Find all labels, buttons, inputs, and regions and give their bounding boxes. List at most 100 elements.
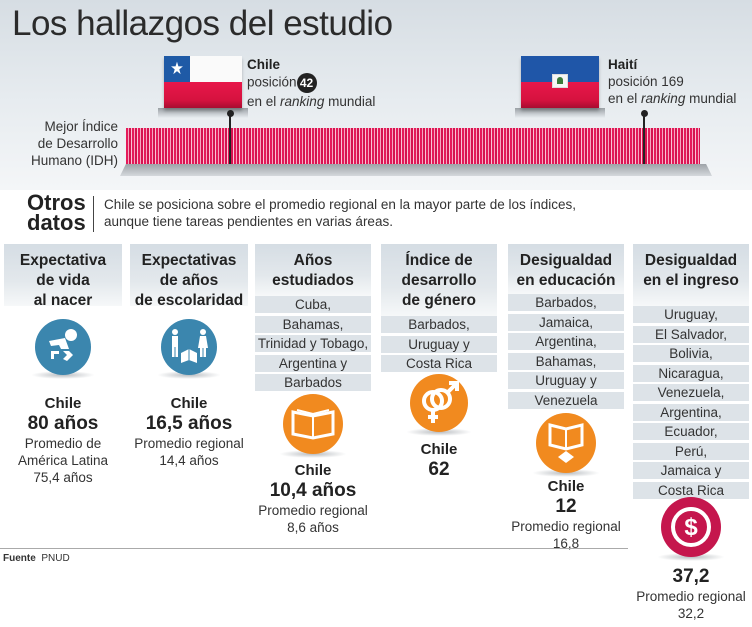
source-value: PNUD [41,553,70,564]
indicator-column: Expectativas de años de escolaridad [130,244,248,309]
country-list-item: Bahamas, [255,315,371,334]
country-list-item: Venezuela, [633,384,749,402]
dollar-coin-icon: $ [661,497,721,557]
country-list-item: Argentina, [633,403,749,422]
otros-text-line: Chile se posiciona sobre el promedio reg… [104,197,577,212]
idh-label-line: de Desarrollo [37,136,118,151]
country-list-item: Argentina, [508,333,624,351]
top-countries-list: Barbados, Uruguay y Costa Rica [381,316,497,373]
otros-description: Chile se posiciona sobre el promedio reg… [104,196,576,230]
indicator-column: Desigualdad en educación Barbados, Jamaica,… [508,244,624,411]
indicator-column: Años estudiados Cuba, Bahamas, Trinidad y To… [255,244,371,394]
flag-shadow [158,108,248,118]
country-list-item: Uruguay y [508,372,624,390]
flag-shadow [515,108,605,118]
page-title: Los hallazgos del estudio [12,4,393,43]
column-header-line: estudiados [272,272,354,289]
country-list-item: El Salvador, [633,325,749,344]
regional-average-line: Promedio regional [636,589,746,604]
chile-stat: Chile 16,5 años Promedio regional 14,4 años [124,395,254,469]
column-header-line: Expectativas [141,252,237,269]
country-list-item: Costa Rica [381,355,497,373]
icon-shadow [657,553,725,561]
country-list-item: Nicaragua, [633,364,749,383]
chile-label: Chile [170,395,208,412]
regional-average-line: Promedio regional [511,519,621,534]
bottom-divider [0,548,628,549]
idh-label-line: Mejor Índice [44,119,118,134]
icon-shadow [279,450,347,458]
column-header-line: en educación [516,272,616,289]
chile-position-badge: 42 [296,73,317,93]
country-list-item: Cuba, [255,296,371,314]
regional-average-line: América Latina [17,453,109,468]
column-header: Desigualdad en el ingreso [633,244,749,306]
column-header: Índice de desarrollo de género [381,244,497,316]
country-list-item: Jamaica, [508,313,624,332]
chile-line3-italic: ranking [280,94,325,109]
otros-text-line: aunque tiene tareas pendientes en varias… [104,214,393,229]
column-header-line: de vida [36,272,90,289]
chile-marker-dot [226,110,234,117]
haiti-marker-line [642,114,645,164]
haiti-marker-dot [640,110,648,117]
regional-average-line: 75,4 años [33,470,93,485]
gender-symbols-icon [410,374,468,432]
svg-text:$: $ [684,514,698,541]
top-countries-list: Barbados, Jamaica, Argentina, Bahamas, Urugu… [508,294,624,410]
haiti-name: Haití [608,57,638,72]
haiti-line3-italic: ranking [641,91,686,106]
chile-value: 62 [428,459,450,480]
column-header-line: de escolaridad [134,292,244,309]
country-list-item: Argentina y [255,354,371,373]
chile-value: 16,5 años [145,413,233,434]
regional-average-line: Promedio regional [134,436,244,451]
chile-stat: Chile 12 Promedio regional 16,8 [502,478,630,552]
otros-datos-title: Otros datos [27,192,86,235]
column-header-line: Índice de [405,252,473,269]
chile-label: Chile [44,395,82,412]
chile-flag-icon: ★ [164,56,242,108]
column-header-line: al nacer [33,292,93,309]
indicator-column: Desigualdad en el ingreso Uruguay, El Salva… [633,244,749,501]
indicator-column: Expectativa de vida al nacer [4,244,122,309]
idh-ranking-bar [126,128,700,164]
chile-value: 37,2 [672,566,710,587]
chile-value: 80 años [27,413,99,434]
icon-shadow [31,371,95,379]
chile-position-prefix: posición [247,74,297,90]
otros-divider [93,196,94,232]
chile-value: 10,4 años [269,480,357,501]
column-header: Expectativa de vida al nacer [4,244,122,309]
open-book-icon [283,394,343,454]
regional-average-line: Promedio regional [258,503,368,518]
country-list-item: Barbados [255,374,371,392]
country-list-item: Bahamas, [508,352,624,371]
haiti-flag-icon [521,56,599,108]
chile-label: Chile [547,478,585,495]
column-header-line: de años [159,272,219,289]
chile-name: Chile [247,57,281,72]
column-header: Expectativas de años de escolaridad [130,244,248,309]
chile-label: Chile [420,441,458,458]
idh-label: Mejor Índice de Desarrollo Humano (IDH) [20,118,118,169]
column-header-line: Expectativa [19,252,107,269]
idh-bar-shadow [120,164,712,176]
country-list-item: Uruguay y [381,335,497,354]
chile-value: 12 [555,496,577,517]
country-list-item: Jamaica y [633,462,749,480]
haiti-position: posición 169 [608,74,684,89]
country-list-item: Perú, [633,442,749,461]
otros-title-line: datos [27,210,86,235]
top-countries-list: Uruguay, El Salvador, Bolivia, Nicaragua, Ve… [633,306,749,500]
country-list-item: Trinidad y Tobago, [255,335,371,353]
regional-average-line: 16,8 [552,536,580,551]
column-header-line: en el ingreso [643,272,739,289]
icon-shadow [157,371,221,379]
country-list-item: Venezuela [508,391,624,410]
regional-average-line: 8,6 años [287,520,339,535]
column-header-line: Desigualdad [519,252,613,269]
haiti-line3-prefix: en el [608,91,638,106]
chile-stat: Chile 62 [375,441,503,481]
regional-average-line: Promedio de [24,436,102,451]
